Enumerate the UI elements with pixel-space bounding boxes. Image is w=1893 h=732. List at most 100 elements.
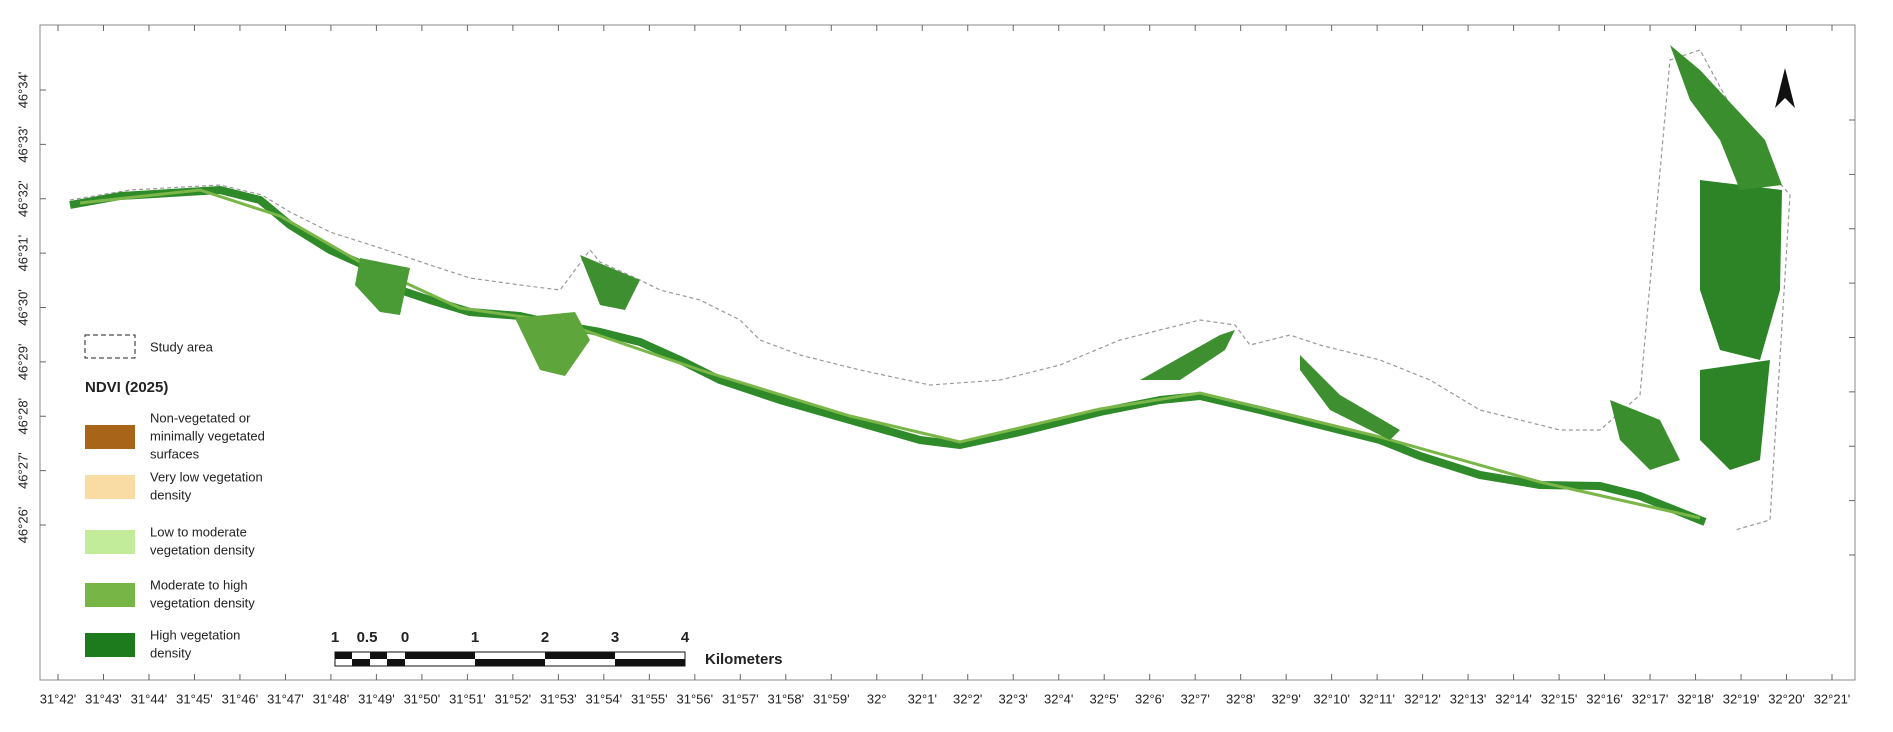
- legend-label: vegetation density: [150, 542, 255, 557]
- vegetation-patch: [1670, 45, 1782, 190]
- legend-label: vegetation density: [150, 595, 255, 610]
- x-tick-label: 31°42': [40, 691, 77, 706]
- y-tick-label: 46°26': [15, 507, 30, 544]
- scale-bar-segment: [475, 659, 545, 666]
- x-tick-label: 32°12': [1404, 691, 1441, 706]
- legend-swatch: [85, 425, 135, 449]
- x-tick-label: 32°14': [1495, 691, 1532, 706]
- x-tick-label: 32°20': [1768, 691, 1805, 706]
- scale-label: 0: [401, 629, 409, 646]
- vegetation-patch: [515, 312, 590, 376]
- legend-label: High vegetation: [150, 627, 240, 642]
- vegetation-strip-light: [79, 188, 1701, 520]
- scale-bar: [334, 651, 686, 667]
- vegetation-patch: [1610, 400, 1680, 470]
- legend-swatch: [85, 633, 135, 657]
- x-tick-label: 32°5': [1090, 691, 1119, 706]
- x-tick-label: 32°: [867, 691, 887, 706]
- x-tick-label: 31°43': [85, 691, 122, 706]
- scale-label: 3: [611, 629, 619, 646]
- scale-label: 0.5: [357, 629, 378, 646]
- x-tick-label: 32°21': [1814, 691, 1851, 706]
- legend-swatch: [85, 530, 135, 554]
- x-tick-label: 32°6': [1135, 691, 1164, 706]
- legend-items: Non-vegetated or minimally vegetated surfa…: [85, 410, 265, 660]
- x-tick-label: 32°7': [1180, 691, 1209, 706]
- scale-label: 1: [471, 629, 479, 646]
- vegetation-patch: [1140, 330, 1235, 380]
- vegetation-patch: [1700, 360, 1770, 470]
- x-tick-label: 31°52': [495, 691, 532, 706]
- legend-label: Study area: [150, 339, 214, 354]
- legend-label: Very low vegetation: [150, 469, 263, 484]
- x-tick-label: 31°56': [677, 691, 714, 706]
- y-tick-label: 46°33': [15, 126, 30, 163]
- scale-bar-segment: [615, 659, 685, 666]
- y-tick-label: 46°27': [15, 452, 30, 489]
- x-tick-label: 31°57': [722, 691, 759, 706]
- x-tick-label: 31°47': [267, 691, 304, 706]
- x-tick-label: 32°19': [1723, 691, 1760, 706]
- x-tick-label: 32°13': [1450, 691, 1487, 706]
- vegetation-patch: [580, 255, 640, 310]
- scale-label: 4: [681, 629, 690, 646]
- scale-bar-segment: [545, 652, 615, 659]
- x-tick-label: 31°45': [176, 691, 213, 706]
- x-tick-label: 31°46': [222, 691, 259, 706]
- legend-swatch: [85, 475, 135, 499]
- scale-label: 2: [541, 629, 549, 646]
- scale-bar-segment: [405, 652, 475, 659]
- legend-label: Non-vegetated or: [150, 410, 251, 425]
- x-tick-label: 32°1': [908, 691, 937, 706]
- legend-label: minimally vegetated: [150, 428, 265, 443]
- vegetation-patch: [1700, 180, 1782, 360]
- x-tick-label: 31°54': [586, 691, 623, 706]
- scale-bar-segment: [387, 659, 405, 666]
- x-tick-label: 32°9': [1271, 691, 1300, 706]
- x-tick-label: 32°8': [1226, 691, 1255, 706]
- scale-bar-segment: [335, 652, 352, 659]
- scale-unit: Kilometers: [705, 651, 783, 668]
- legend-label: Moderate to high: [150, 577, 248, 592]
- legend-label: surfaces: [150, 446, 200, 461]
- legend-title: NDVI (2025): [85, 379, 168, 396]
- x-tick-label: 31°48': [313, 691, 350, 706]
- legend-study-area-swatch: [84, 334, 136, 359]
- y-tick-label: 46°28': [15, 398, 30, 435]
- vegetation-patch: [1300, 355, 1400, 440]
- map-frame: [39, 24, 1856, 681]
- legend-label: density: [150, 487, 192, 502]
- y-tick-label: 46°34': [15, 72, 30, 109]
- x-tick-label: 31°51': [449, 691, 486, 706]
- x-tick-label: 31°49': [358, 691, 395, 706]
- vegetation-patch: [355, 258, 410, 315]
- scale-label: 1: [331, 629, 339, 646]
- north-arrow: [1775, 68, 1795, 108]
- x-tick-label: 32°3': [999, 691, 1028, 706]
- x-tick-label: 32°15': [1541, 691, 1578, 706]
- vegetation-strip: [69, 186, 1707, 526]
- y-tick-label: 46°29': [15, 344, 30, 381]
- x-tick-label: 32°10': [1313, 691, 1350, 706]
- x-tick-label: 31°55': [631, 691, 668, 706]
- y-tick-label: 46°30': [15, 289, 30, 326]
- study-area-outline: [69, 49, 1791, 531]
- x-tick-label: 31°44': [131, 691, 168, 706]
- legend-label: density: [150, 645, 192, 660]
- x-tick-label: 32°2': [953, 691, 982, 706]
- legend-label: Low to moderate: [150, 524, 247, 539]
- scale-bar-segment: [370, 652, 387, 659]
- y-tick-label: 46°32': [15, 180, 30, 217]
- x-tick-label: 31°58': [767, 691, 804, 706]
- legend-swatch: [85, 583, 135, 607]
- x-tick-label: 32°18': [1677, 691, 1714, 706]
- x-tick-label: 31°50': [404, 691, 441, 706]
- x-tick-label: 32°17': [1632, 691, 1669, 706]
- x-tick-label: 32°4': [1044, 691, 1073, 706]
- x-tick-label: 31°53': [540, 691, 577, 706]
- x-tick-label: 31°59': [813, 691, 850, 706]
- x-tick-label: 32°11': [1359, 691, 1395, 706]
- x-tick-label: 32°16': [1586, 691, 1623, 706]
- scale-bar-segment: [352, 659, 370, 666]
